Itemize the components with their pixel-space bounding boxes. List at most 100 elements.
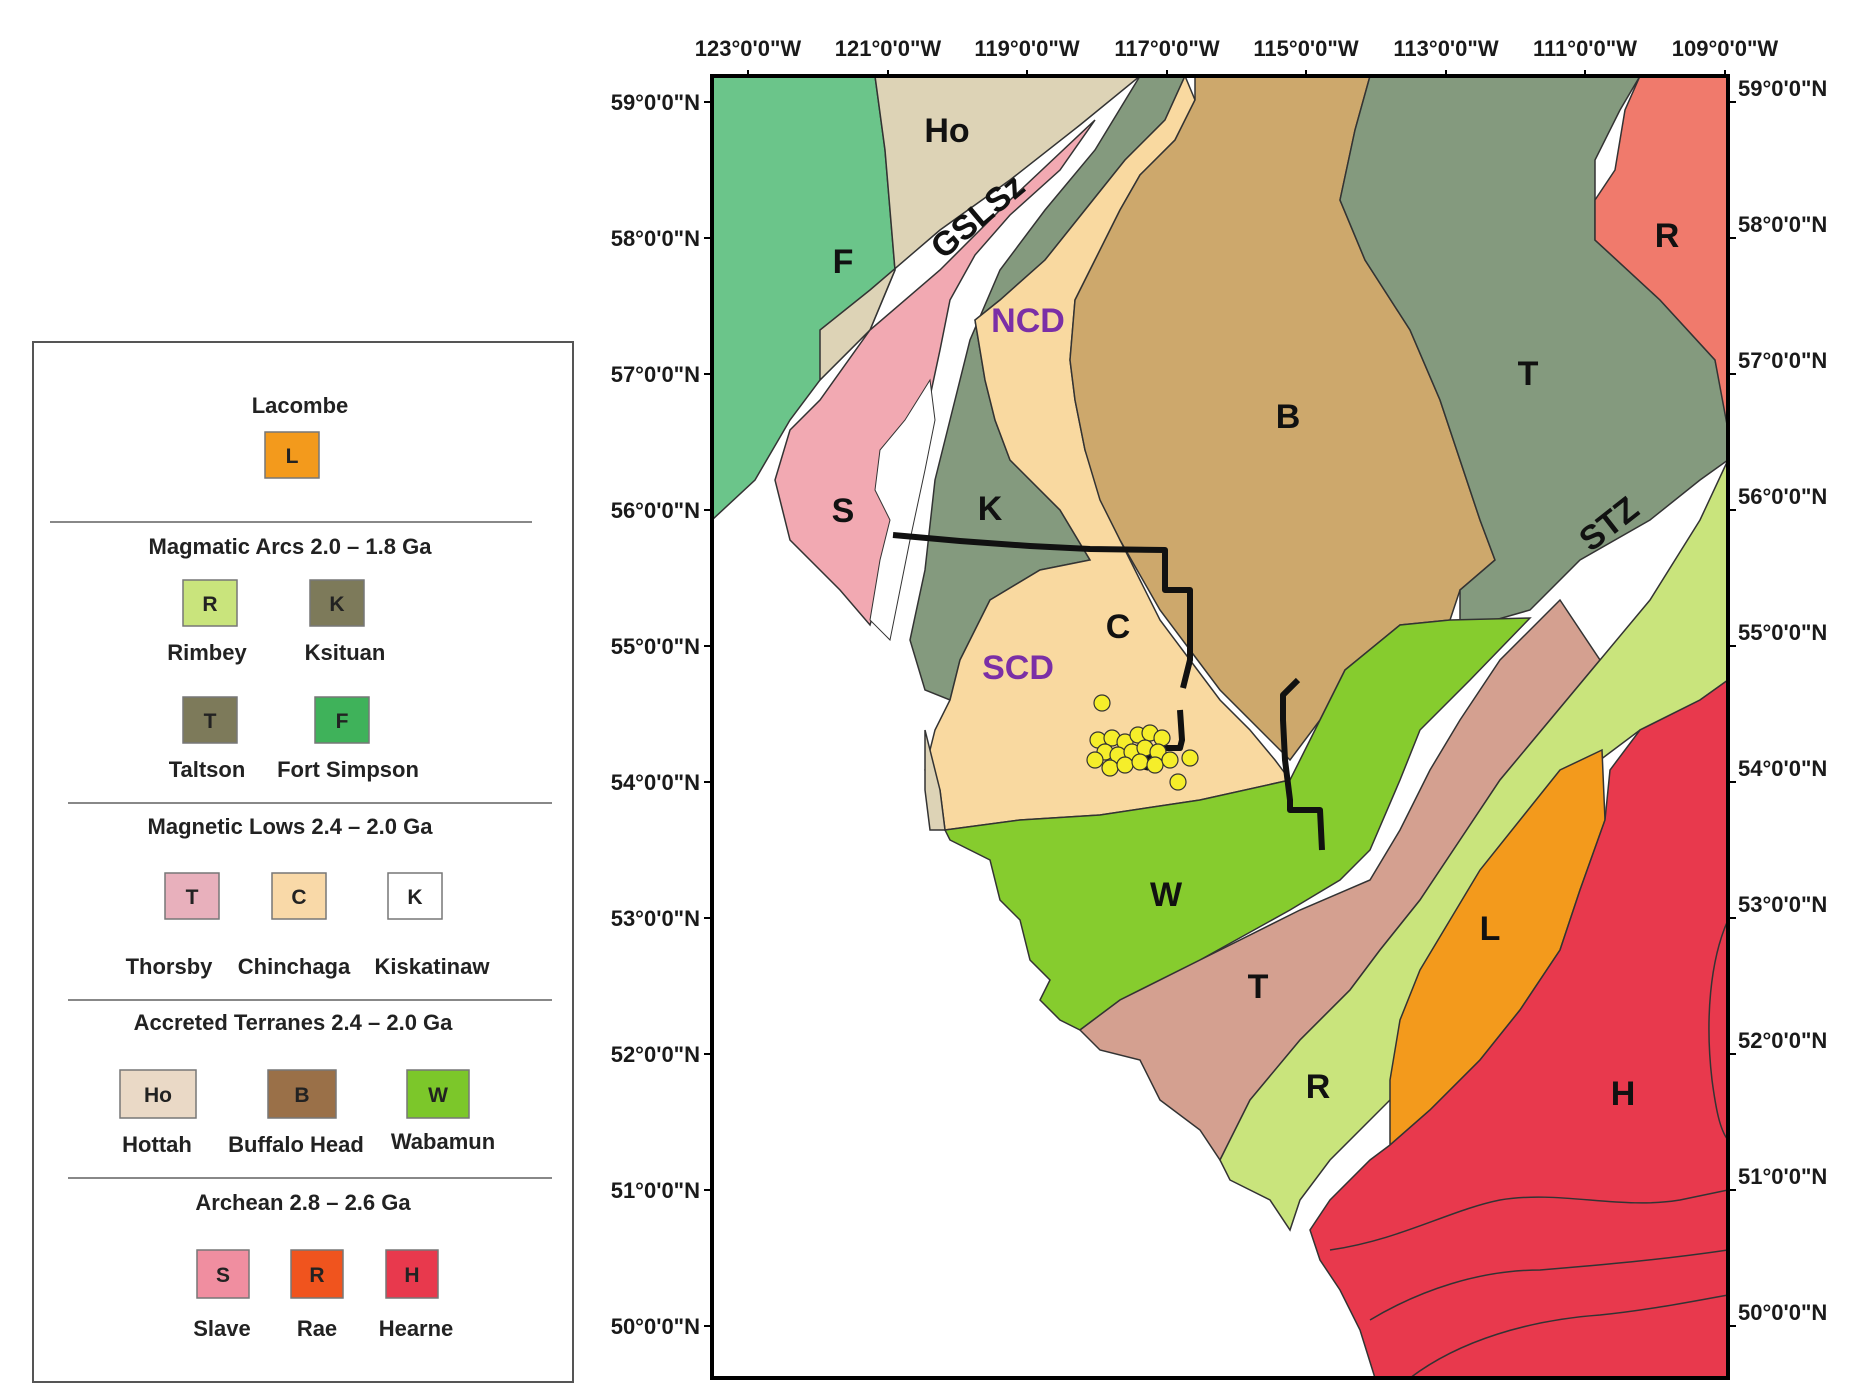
sample-point bbox=[1169, 773, 1187, 791]
legend-title-lacombe: Lacombe bbox=[252, 393, 349, 418]
legend-swatch-hearne bbox=[385, 1249, 439, 1299]
legend-name-slave: Slave bbox=[193, 1316, 251, 1341]
legend-title-magmatic-arcs: Magmatic Arcs 2.0 – 1.8 Ga bbox=[149, 534, 433, 559]
lat-tick-label: 54°0'0"N bbox=[1738, 756, 1827, 781]
lat-tick-label: 52°0'0"N bbox=[1738, 1028, 1827, 1053]
legend-swatch-rimbey bbox=[182, 579, 238, 627]
legend-code-wabamun: W bbox=[428, 1084, 448, 1107]
lat-tick-label: 50°0'0"N bbox=[1738, 1300, 1827, 1325]
legend-title-magnetic-lows: Magnetic Lows 2.4 – 2.0 Ga bbox=[148, 814, 434, 839]
label-w: W bbox=[1150, 876, 1183, 914]
legend: Lacombe L Magmatic Arcs 2.0 – 1.8 Ga R R… bbox=[32, 341, 574, 1383]
legend-swatch-rae bbox=[290, 1249, 344, 1299]
lon-tick-labels: 123°0'0"W 121°0'0"W 119°0'0"W 117°0'0"W … bbox=[695, 36, 1779, 61]
lon-tick-label: 111°0'0"W bbox=[1533, 36, 1637, 61]
legend-swatch-thorsby bbox=[164, 872, 220, 920]
sample-point bbox=[1093, 694, 1111, 712]
label-t-south: T bbox=[1248, 968, 1269, 1006]
legend-title-accreted-terranes: Accreted Terranes 2.4 – 2.0 Ga bbox=[134, 1010, 454, 1035]
lat-ticks bbox=[704, 101, 1736, 1327]
lat-tick-label: 52°0'0"N bbox=[611, 1042, 700, 1067]
legend-name-wabamun: Wabamun bbox=[391, 1129, 495, 1154]
legend-code-kiskatinaw: K bbox=[407, 886, 422, 909]
legend-swatch-chinchaga bbox=[271, 872, 327, 920]
lat-tick-label: 58°0'0"N bbox=[611, 226, 700, 251]
lat-tick-label: 56°0'0"N bbox=[611, 498, 700, 523]
legend-swatch-kiskatinaw bbox=[387, 872, 443, 920]
label-k: K bbox=[978, 490, 1003, 528]
label-l: L bbox=[1480, 910, 1501, 948]
lat-tick-label: 55°0'0"N bbox=[611, 634, 700, 659]
legend-code-buffalo-head: B bbox=[294, 1084, 309, 1107]
legend-code-taltson: T bbox=[204, 710, 217, 733]
legend-name-thorsby: Thorsby bbox=[126, 954, 214, 979]
sample-point bbox=[1086, 751, 1104, 769]
legend-swatch-buffalo-head bbox=[267, 1069, 337, 1119]
legend-name-buffalo-head: Buffalo Head bbox=[228, 1132, 364, 1157]
region-rae bbox=[1594, 76, 1728, 431]
label-r-south: R bbox=[1306, 1068, 1331, 1106]
legend-name-hottah: Hottah bbox=[122, 1132, 192, 1157]
lon-tick-label: 121°0'0"W bbox=[835, 36, 942, 61]
lon-tick-label: 115°0'0"W bbox=[1253, 36, 1358, 61]
map-frame bbox=[710, 74, 1730, 1380]
label-ho: Ho bbox=[924, 112, 969, 150]
lat-tick-label: 59°0'0"N bbox=[1738, 76, 1827, 101]
lat-tick-label: 58°0'0"N bbox=[1738, 212, 1827, 237]
legend-title-archean: Archean 2.8 – 2.6 Ga bbox=[195, 1190, 411, 1215]
hearne-contour bbox=[1329, 1189, 1728, 1251]
legend-code-ksituan: K bbox=[329, 593, 344, 616]
label-r-north: R bbox=[1655, 217, 1680, 255]
sample-point bbox=[1146, 756, 1164, 774]
lat-tick-label: 50°0'0"N bbox=[611, 1314, 700, 1339]
legend-code-slave: S bbox=[216, 1264, 230, 1287]
label-ncd: NCD bbox=[991, 302, 1065, 340]
legend-name-kiskatinaw: Kiskatinaw bbox=[375, 954, 491, 979]
lat-tick-label: 53°0'0"N bbox=[1738, 892, 1827, 917]
lon-tick-label: 109°0'0"W bbox=[1672, 36, 1779, 61]
lon-ticks-top bbox=[747, 70, 1726, 76]
region-hottah-south bbox=[924, 729, 946, 831]
survey-track bbox=[892, 532, 1193, 689]
legend-code-rimbey: R bbox=[202, 593, 217, 616]
lat-tick-label: 57°0'0"N bbox=[1738, 348, 1827, 373]
lon-tick-label: 119°0'0"W bbox=[974, 36, 1079, 61]
legend-swatch-lacombe bbox=[264, 431, 320, 479]
lat-tick-label: 51°0'0"N bbox=[1738, 1164, 1827, 1189]
lat-tick-labels-left: 59°0'0"N 58°0'0"N 57°0'0"N 56°0'0"N 55°0… bbox=[611, 90, 700, 1339]
lon-tick-label: 113°0'0"W bbox=[1393, 36, 1498, 61]
lat-tick-label: 57°0'0"N bbox=[611, 362, 700, 387]
hearne-contour bbox=[1708, 919, 1728, 1141]
legend-swatch-slave bbox=[196, 1249, 250, 1299]
hearne-contour bbox=[1369, 1249, 1728, 1321]
legend-code-lacombe: L bbox=[286, 445, 299, 468]
legend-swatch-hottah bbox=[119, 1069, 197, 1119]
sample-points bbox=[1086, 694, 1199, 791]
label-f: F bbox=[833, 243, 854, 281]
lat-tick-label: 53°0'0"N bbox=[611, 906, 700, 931]
lat-tick-label: 59°0'0"N bbox=[611, 90, 700, 115]
label-s: S bbox=[832, 492, 855, 530]
lat-tick-label: 55°0'0"N bbox=[1738, 620, 1827, 645]
sample-point bbox=[1101, 759, 1119, 777]
region-hottah bbox=[819, 76, 1142, 382]
legend-name-rimbey: Rimbey bbox=[167, 640, 247, 665]
label-t-north: T bbox=[1518, 355, 1539, 393]
legend-name-chinchaga: Chinchaga bbox=[238, 954, 351, 979]
label-b: B bbox=[1276, 398, 1301, 436]
survey-track bbox=[1280, 677, 1325, 851]
region-kiskatinaw-gap bbox=[869, 378, 936, 642]
lon-tick-label: 123°0'0"W bbox=[695, 36, 802, 61]
legend-swatch-ksituan bbox=[309, 579, 365, 627]
sample-point bbox=[1181, 749, 1199, 767]
region-wabamun bbox=[943, 617, 1532, 1031]
legend-name-fort-simpson: Fort Simpson bbox=[277, 757, 419, 782]
label-h: H bbox=[1611, 1075, 1636, 1113]
hearne-contour bbox=[1409, 1294, 1728, 1378]
label-c: C bbox=[1106, 608, 1131, 646]
legend-swatch-wabamun bbox=[406, 1069, 470, 1119]
sample-point bbox=[1131, 753, 1149, 771]
legend-name-hearne: Hearne bbox=[379, 1316, 454, 1341]
legend-code-hearne: H bbox=[404, 1264, 419, 1287]
